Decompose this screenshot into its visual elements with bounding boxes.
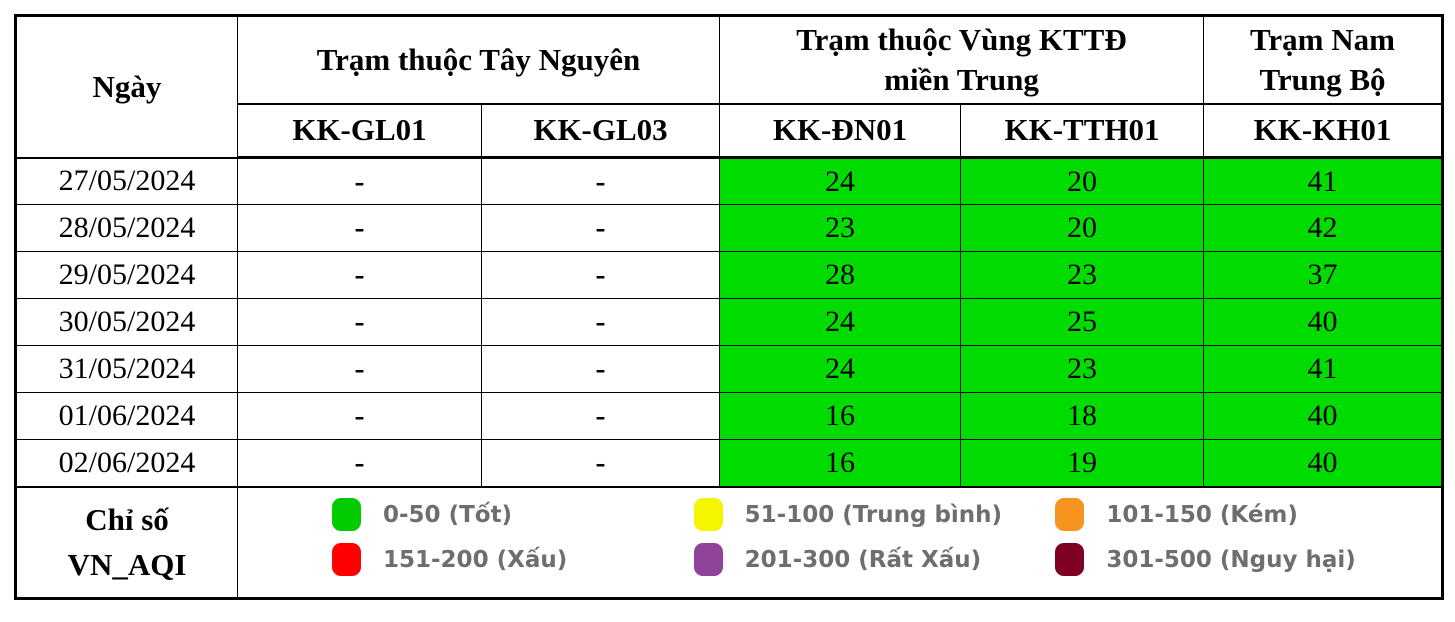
legend-label: 0-50 (Tốt) bbox=[383, 501, 513, 528]
no-data-cell: - bbox=[237, 439, 482, 487]
no-data-cell: - bbox=[481, 392, 720, 440]
aqi-value-cell: 20 bbox=[960, 157, 1204, 205]
table-row: 31/05/2024 - - 24 23 41 bbox=[15, 345, 1443, 393]
group-header-kttd-mien-trung: Trạm thuộc Vùng KTTĐ miền Trung bbox=[719, 15, 1204, 105]
legend-swatch-very-bad bbox=[693, 543, 723, 577]
group-header-label: Trạm thuộc Tây Nguyên bbox=[316, 41, 641, 77]
table-row: 01/06/2024 - - 16 18 40 bbox=[15, 392, 1443, 440]
no-data-cell: - bbox=[237, 251, 482, 299]
table-row: 28/05/2024 - - 23 20 42 bbox=[15, 204, 1443, 252]
aqi-value-cell: 37 bbox=[1203, 251, 1443, 299]
no-data-cell: - bbox=[237, 392, 482, 440]
aqi-value-cell: 20 bbox=[960, 204, 1204, 252]
no-data-cell: - bbox=[481, 204, 720, 252]
legend-grid: 0-50 (Tốt) 51-100 (Trung bình) 101-150 (… bbox=[239, 494, 1442, 590]
group-header-label: Trung Bộ bbox=[1259, 61, 1386, 97]
no-data-cell: - bbox=[481, 157, 720, 205]
no-data-cell: - bbox=[481, 345, 720, 393]
date-cell: 31/05/2024 bbox=[15, 345, 238, 393]
table-row: 02/06/2024 - - 16 19 40 bbox=[15, 439, 1443, 487]
legend-item: 101-150 (Kém) bbox=[1055, 498, 1417, 532]
table-row: 29/05/2024 - - 28 23 37 bbox=[15, 251, 1443, 299]
aqi-value-cell: 25 bbox=[960, 298, 1204, 346]
column-header-station-kk-kh01: KK-KH01 bbox=[1203, 103, 1443, 159]
date-cell: 28/05/2024 bbox=[15, 204, 238, 252]
legend-item: 51-100 (Trung bình) bbox=[693, 498, 1056, 532]
date-cell: 30/05/2024 bbox=[15, 298, 238, 346]
no-data-cell: - bbox=[237, 298, 482, 346]
aqi-value-cell: 23 bbox=[960, 251, 1204, 299]
table-row: 30/05/2024 - - 24 25 40 bbox=[15, 298, 1443, 346]
table-row: 27/05/2024 - - 24 20 41 bbox=[15, 157, 1443, 205]
aqi-value-cell: 24 bbox=[719, 345, 961, 393]
group-header-label: Trạm thuộc Vùng KTTĐ bbox=[796, 21, 1127, 57]
group-header-row: Ngày Trạm thuộc Tây Nguyên Trạm thuộc Vù… bbox=[15, 15, 1443, 159]
column-header-station-kk-gl03: KK-GL03 bbox=[481, 103, 720, 159]
aqi-value-cell: 23 bbox=[960, 345, 1204, 393]
no-data-cell: - bbox=[481, 439, 720, 487]
aqi-value-cell: 41 bbox=[1203, 345, 1443, 393]
column-header-date: Ngày bbox=[15, 15, 238, 159]
legend-label: 101-150 (Kém) bbox=[1106, 501, 1298, 528]
aqi-value-cell: 28 bbox=[719, 251, 961, 299]
aqi-value-cell: 16 bbox=[719, 392, 961, 440]
column-header-station-kk-gl01: KK-GL01 bbox=[237, 103, 482, 159]
no-data-cell: - bbox=[237, 345, 482, 393]
legend-label: 301-500 (Nguy hại) bbox=[1106, 546, 1356, 573]
aqi-value-cell: 40 bbox=[1203, 298, 1443, 346]
aqi-value-cell: 23 bbox=[719, 204, 961, 252]
group-header-label: miền Trung bbox=[884, 61, 1039, 97]
group-header-nam-trung-bo: Trạm Nam Trung Bộ bbox=[1203, 15, 1443, 105]
date-cell: 27/05/2024 bbox=[15, 157, 238, 205]
legend-item: 151-200 (Xấu) bbox=[332, 543, 694, 577]
aqi-value-cell: 24 bbox=[719, 298, 961, 346]
legend-swatch-moderate bbox=[693, 498, 723, 532]
column-header-station-kk-tth01: KK-TTH01 bbox=[960, 103, 1204, 159]
no-data-cell: - bbox=[237, 204, 482, 252]
legend-item: 201-300 (Rất Xấu) bbox=[693, 543, 1056, 577]
date-cell: 02/06/2024 bbox=[15, 439, 238, 487]
legend-swatch-bad bbox=[332, 543, 361, 577]
no-data-cell: - bbox=[237, 157, 482, 205]
date-cell: 29/05/2024 bbox=[15, 251, 238, 299]
no-data-cell: - bbox=[481, 251, 720, 299]
aqi-value-cell: 16 bbox=[719, 439, 961, 487]
legend-label: 51-100 (Trung bình) bbox=[744, 501, 1003, 528]
legend-swatch-good bbox=[332, 498, 361, 532]
legend-label: 201-300 (Rất Xấu) bbox=[744, 546, 982, 573]
aqi-table: Ngày Trạm thuộc Tây Nguyên Trạm thuộc Vù… bbox=[14, 14, 1444, 600]
legend-swatch-hazardous bbox=[1055, 543, 1085, 577]
legend-title-line: Chỉ số bbox=[85, 502, 169, 538]
group-header-tay-nguyen: Trạm thuộc Tây Nguyên bbox=[237, 15, 720, 105]
legend-title-line: VN_AQI bbox=[67, 547, 187, 583]
aqi-legend: 0-50 (Tốt) 51-100 (Trung bình) 101-150 (… bbox=[237, 485, 1443, 599]
aqi-value-cell: 40 bbox=[1203, 439, 1443, 487]
legend-item: 301-500 (Nguy hại) bbox=[1055, 543, 1417, 577]
column-header-station-kk-dn01: KK-ĐN01 bbox=[719, 103, 961, 159]
aqi-value-cell: 24 bbox=[719, 157, 961, 205]
aqi-value-cell: 40 bbox=[1203, 392, 1443, 440]
aqi-value-cell: 18 bbox=[960, 392, 1204, 440]
legend-item: 0-50 (Tốt) bbox=[332, 498, 694, 532]
aqi-value-cell: 41 bbox=[1203, 157, 1443, 205]
legend-row: Chỉ số VN_AQI 0-50 (Tốt) 51-100 (Trung b… bbox=[15, 485, 1443, 599]
legend-label: 151-200 (Xấu) bbox=[383, 546, 568, 573]
aqi-value-cell: 42 bbox=[1203, 204, 1443, 252]
date-cell: 01/06/2024 bbox=[15, 392, 238, 440]
legend-title: Chỉ số VN_AQI bbox=[15, 485, 238, 599]
station-header-row: KK-GL01 KK-GL03 KK-ĐN01 KK-TTH01 KK-KH01 bbox=[16, 103, 1443, 159]
aqi-value-cell: 19 bbox=[960, 439, 1204, 487]
legend-swatch-poor bbox=[1055, 498, 1085, 532]
no-data-cell: - bbox=[481, 298, 720, 346]
group-header-label: Trạm Nam bbox=[1250, 21, 1395, 57]
